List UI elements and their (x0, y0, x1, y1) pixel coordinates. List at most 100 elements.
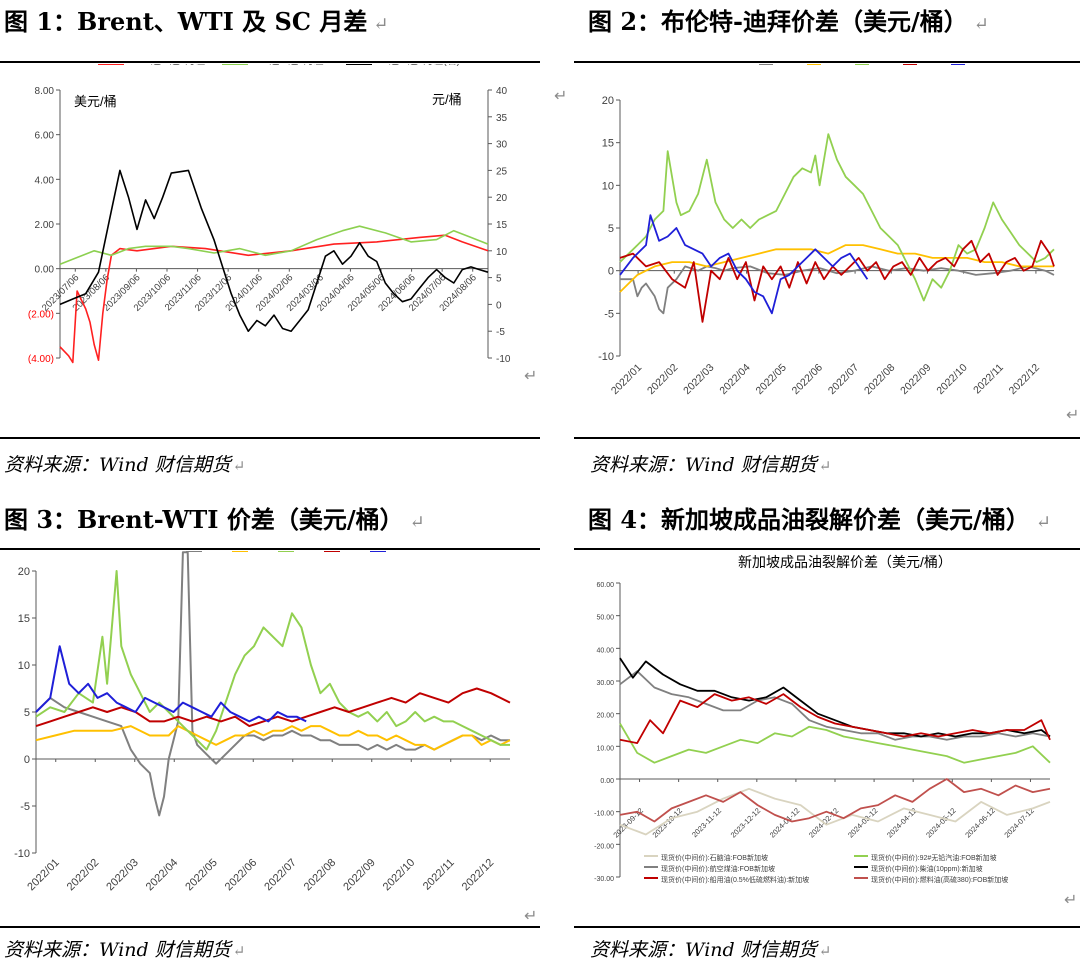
y-tick-label: 20.00 (596, 713, 614, 720)
left-unit-label: 美元/桶 (74, 94, 117, 109)
figure-1-title: 图 1：Brent、WTI 及 SC 月差 ↵ (4, 2, 388, 37)
figure-3-title: 图 3：Brent-WTI 价差（美元/桶） ↵ (4, 500, 425, 535)
return-mark-icon: ↵ (524, 366, 538, 385)
series-line-0 (59, 234, 489, 364)
y-tick-label: 30.00 (596, 680, 614, 687)
figure-1-source-text: 资料来源：Wind 财信期货 (4, 454, 231, 476)
y-tick-label: 0.00 (600, 778, 614, 785)
series-line-4 (619, 693, 1051, 744)
y-tick-label: -10 (598, 351, 614, 363)
y-tick-label: 0.00 (35, 265, 55, 276)
series-line-1 (35, 725, 511, 751)
y-right-tick-label: 35 (496, 113, 508, 124)
y-tick-label: 20 (18, 566, 30, 578)
legend-label: 2023 (343, 551, 367, 554)
y-tick-label: (4.00) (28, 354, 54, 365)
y-tick-label: 50.00 (596, 615, 614, 622)
legend-label: 2021 (251, 551, 275, 554)
y-tick-label: -5 (20, 801, 30, 813)
x-tick-label: 2022/07 (262, 857, 299, 894)
return-mark-icon: ↵ (1064, 890, 1078, 909)
x-tick-label: 2024-03-12 (846, 806, 879, 839)
x-tick-label: 2022/04 (717, 362, 752, 397)
y-right-tick-label: 20 (496, 193, 508, 204)
series-line-0 (620, 265, 1055, 315)
x-tick-label: 2022/05 (183, 857, 220, 894)
figure-4-bottom-rule (574, 926, 1080, 928)
y-tick-label: 0 (608, 266, 614, 278)
legend-label: 现货价(中间价):石脑油:FOB新加坡 (661, 853, 768, 862)
y-tick-label: -20.00 (594, 843, 614, 850)
series-line-3 (35, 687, 511, 728)
y-tick-label: 10.00 (596, 745, 614, 752)
y-tick-label: 8.00 (35, 86, 55, 97)
x-tick-label: 2022/03 (104, 857, 141, 894)
legend-label: 现货价(中间价):柴油(10ppm):新加坡 (871, 864, 983, 873)
return-mark-icon: ↵ (554, 86, 568, 105)
y-tick-label: 5 (608, 223, 614, 235)
legend-label: Brent连1-连3月差 (127, 64, 205, 67)
x-tick-label: 2022/10 (381, 857, 418, 894)
y-right-tick-label: 0 (496, 300, 502, 311)
y-tick-label: -5 (604, 308, 614, 320)
series-line-4 (35, 645, 307, 723)
y-right-tick-label: -10 (496, 354, 511, 365)
series-line-4 (619, 214, 869, 315)
x-tick-label: 2022/06 (790, 362, 825, 397)
figure-2-title-text: 图 2：布伦特-迪拜价差（美元/桶） (588, 7, 968, 36)
x-tick-label: 2024-05-12 (924, 806, 957, 839)
figure-2-bottom-rule (574, 437, 1080, 439)
x-tick-label: 2023-11-12 (690, 806, 723, 839)
legend-label: 2021 (824, 64, 847, 67)
x-tick-label: 2022/08 (302, 857, 339, 894)
legend-label: 2022 (297, 551, 321, 554)
return-mark-icon: ↵ (373, 14, 389, 35)
figure-1-title-text: 图 1：Brent、WTI 及 SC 月差 (4, 7, 368, 36)
series-line-1 (59, 225, 489, 265)
legend-label: 现货价(中间价):船用油(0.5%低硫燃料油):新加坡 (661, 875, 809, 884)
figure-4-title-text: 图 4：新加坡成品油裂解价差（美元/桶） (588, 505, 1030, 534)
x-tick-label: 2023-12-12 (729, 806, 762, 839)
x-tick-label: 2022/03 (681, 362, 716, 397)
y-tick-label: 20 (602, 95, 614, 107)
figure-2-source-text: 资料来源：Wind 财信期货 (590, 454, 817, 476)
legend-label: 2024 (968, 64, 991, 67)
return-mark-icon: ↵ (232, 457, 246, 475)
x-tick-label: 2022/11 (971, 362, 1006, 397)
y-tick-label: 10 (18, 660, 30, 672)
series-line-5 (619, 778, 1051, 823)
x-tick-label: 2024-01-12 (768, 806, 801, 839)
x-tick-label: 2022/02 (645, 362, 680, 397)
y-right-tick-label: 40 (496, 86, 508, 97)
return-mark-icon: ↵ (232, 942, 246, 960)
figure-4-top-rule (574, 548, 1080, 550)
legend-label: 2020 (205, 551, 229, 554)
figure-3-source: 资料来源：Wind 财信期货 ↵ (4, 935, 245, 962)
series-line-0 (619, 787, 1051, 836)
figure-3-top-rule (0, 548, 540, 550)
return-mark-icon: ↵ (524, 906, 538, 925)
y-tick-label: -10.00 (594, 811, 614, 818)
y-tick-label: 2.00 (35, 220, 55, 231)
series-line-3 (619, 657, 1051, 738)
figure-3-source-text: 资料来源：Wind 财信期货 (4, 939, 231, 961)
series-line-3 (619, 239, 1055, 323)
series-line-2 (35, 570, 510, 751)
figure-1-source: 资料来源：Wind 财信期货 ↵ (4, 450, 245, 477)
return-mark-icon: ↵ (973, 14, 989, 35)
y-right-tick-label: 5 (496, 274, 502, 285)
legend-label: WTI连1-连3月差 (251, 64, 324, 67)
y-tick-label: -30.00 (594, 876, 614, 883)
figure-3-title-text: 图 3：Brent-WTI 价差（美元/桶） (4, 505, 404, 534)
chart-title: 新加坡成品油裂解价差（美元/桶） (738, 554, 952, 570)
x-tick-label: 2022/06 (223, 857, 260, 894)
y-tick-label: 10 (602, 180, 614, 192)
y-tick-label: 0 (24, 754, 30, 766)
x-tick-label: 2022/08 (862, 362, 897, 397)
y-tick-label: (2.00) (28, 309, 54, 320)
figure-3-bottom-rule (0, 926, 540, 928)
x-tick-label: 2022/07 (826, 362, 861, 397)
x-tick-label: 2022/12 (1007, 362, 1042, 397)
